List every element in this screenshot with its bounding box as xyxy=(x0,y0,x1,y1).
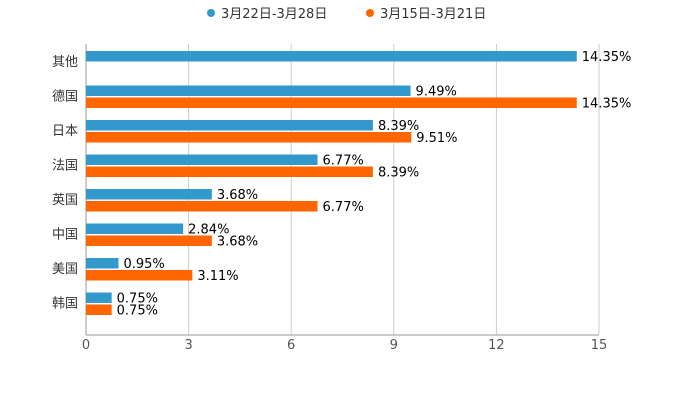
data-label-1-5: 3.68% xyxy=(217,235,258,250)
bar-0-5[interactable] xyxy=(86,223,184,235)
y-category-label-5: 中国 xyxy=(52,227,78,242)
y-category-label-0: 其他 xyxy=(52,55,78,70)
data-label-1-2: 9.51% xyxy=(416,131,457,146)
y-category-label-1: 德国 xyxy=(52,89,78,104)
bars xyxy=(86,51,577,315)
bar-0-6[interactable] xyxy=(86,258,119,269)
data-label-0-4: 3.68% xyxy=(217,188,258,203)
x-tick-label-2: 6 xyxy=(287,338,295,353)
data-label-1-6: 3.11% xyxy=(197,269,238,284)
y-category-label-7: 韩国 xyxy=(52,296,78,311)
data-label-0-2: 8.39% xyxy=(378,119,419,134)
bar-1-1[interactable] xyxy=(86,97,577,109)
bar-0-4[interactable] xyxy=(86,189,212,200)
legend-label-1[interactable]: 3月15日-3月21日 xyxy=(380,7,486,22)
data-label-0-3: 6.77% xyxy=(323,154,364,169)
bar-1-7[interactable] xyxy=(86,304,112,316)
bar-1-4[interactable] xyxy=(86,201,318,212)
data-labels: 14.35%9.49%14.35%8.39%9.51%6.77%8.39%3.6… xyxy=(117,50,632,319)
x-tick-label-5: 15 xyxy=(591,338,608,353)
x-tick-label-1: 3 xyxy=(184,338,192,353)
y-category-label-4: 英国 xyxy=(52,193,78,208)
bar-0-2[interactable] xyxy=(86,120,373,131)
x-tick-label-3: 9 xyxy=(390,338,398,353)
bar-0-3[interactable] xyxy=(86,154,318,166)
x-tick-label-0: 0 xyxy=(82,338,90,353)
bar-1-6[interactable] xyxy=(86,270,193,281)
legend-label-0[interactable]: 3月22日-3月28日 xyxy=(221,7,327,22)
bar-0-7[interactable] xyxy=(86,292,112,304)
data-label-1-4: 6.77% xyxy=(323,200,364,215)
y-category-label-3: 法国 xyxy=(52,158,78,173)
bar-0-1[interactable] xyxy=(86,85,411,97)
data-label-1-1: 14.35% xyxy=(582,97,632,112)
x-tick-label-4: 12 xyxy=(488,338,505,353)
data-label-0-1: 9.49% xyxy=(416,85,457,100)
bar-0-0[interactable] xyxy=(86,51,577,62)
data-label-1-3: 8.39% xyxy=(378,166,419,181)
legend-marker-0[interactable] xyxy=(207,9,215,17)
y-category-label-2: 日本 xyxy=(52,124,78,139)
bar-1-3[interactable] xyxy=(86,166,373,178)
legend: 3月22日-3月28日 3月15日-3月21日 xyxy=(207,7,486,22)
y-category-label-6: 美国 xyxy=(52,262,78,277)
data-label-1-7: 0.75% xyxy=(117,304,158,319)
data-label-0-6: 0.95% xyxy=(123,257,164,272)
bar-1-5[interactable] xyxy=(86,235,212,247)
data-label-0-5: 2.84% xyxy=(188,223,229,238)
bar-1-2[interactable] xyxy=(86,132,412,143)
legend-marker-1[interactable] xyxy=(366,9,374,17)
data-label-0-7: 0.75% xyxy=(117,292,158,307)
data-label-0-0: 14.35% xyxy=(582,50,632,65)
